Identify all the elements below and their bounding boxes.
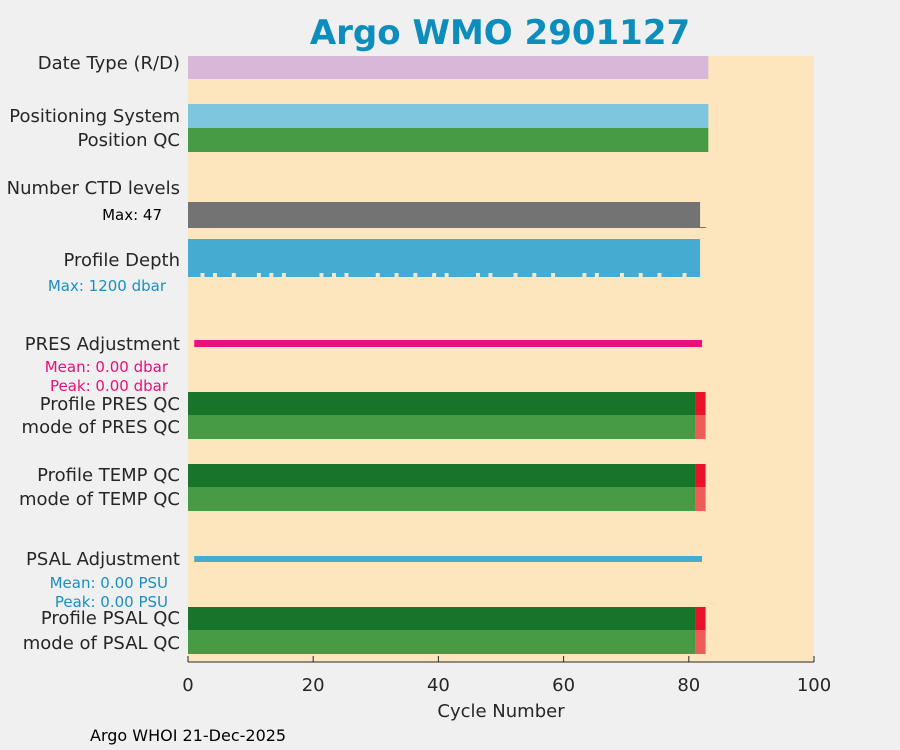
bar-mode-of-temp-qc — [188, 487, 696, 511]
row-label-profile-temp-qc: Profile TEMP QC — [37, 465, 180, 486]
depth-max-annotation: Max: 1200 dbar — [48, 277, 167, 295]
x-axis-label: Cycle Number — [437, 701, 565, 722]
row-label-position-qc: Position QC — [77, 130, 180, 151]
bar-mode-of-psal-qc — [188, 630, 696, 654]
depth-gap-18 — [551, 273, 556, 277]
depth-gap-4 — [269, 273, 274, 277]
depth-gap-11 — [413, 273, 418, 277]
depth-gap-21 — [619, 273, 624, 277]
depth-gap-3 — [256, 273, 261, 277]
depth-gap-1 — [213, 273, 218, 277]
depth-gap-13 — [444, 273, 449, 277]
pres-peak-annotation: Peak: 0.00 dbar — [50, 377, 169, 395]
row-label-pres-adjustment: PRES Adjustment — [25, 334, 180, 355]
x-tick-label: 20 — [302, 675, 325, 696]
footer-credit: Argo WHOI 21-Dec-2025 — [90, 726, 286, 745]
row-label-mode-of-pres-qc: mode of PRES QC — [22, 417, 180, 438]
bar-psal-adjustment — [194, 556, 703, 562]
row-label-profile-psal-qc: Profile PSAL QC — [41, 608, 180, 629]
depth-gap-9 — [375, 273, 380, 277]
ctd-max-annotation: Max: 47 — [102, 206, 162, 224]
psal-peak-annotation: Peak: 0.00 PSU — [55, 593, 168, 611]
depth-gap-17 — [532, 273, 537, 277]
depth-gap-16 — [513, 273, 518, 277]
bar-profile-psal-qc — [188, 607, 696, 630]
bar-profile-temp-qc-bad — [695, 464, 706, 487]
depth-gap-19 — [582, 273, 587, 277]
bar-mode-of-temp-qc-bad — [695, 487, 706, 511]
x-tick-label: 80 — [677, 675, 700, 696]
row-label-date-type-r-d: Date Type (R/D) — [38, 53, 180, 74]
bar-date-type-r-d — [188, 56, 709, 79]
row-label-profile-depth: Profile Depth — [63, 250, 180, 271]
bar-positioning-system — [188, 104, 709, 128]
bar-mode-of-pres-qc — [188, 415, 696, 439]
depth-gap-8 — [344, 273, 349, 277]
depth-gap-12 — [432, 273, 437, 277]
bar-profile-pres-qc — [188, 392, 696, 415]
depth-gap-7 — [331, 273, 336, 277]
depth-gap-15 — [488, 273, 493, 277]
x-tick-label: 0 — [182, 675, 193, 696]
chart-title: Argo WMO 2901127 — [310, 13, 690, 53]
x-tick-label: 60 — [552, 675, 575, 696]
bar-position-qc — [188, 128, 709, 152]
row-label-number-ctd-levels: Number CTD levels — [7, 178, 180, 199]
depth-gap-14 — [475, 273, 480, 277]
x-tick-label: 100 — [797, 675, 831, 696]
bar-profile-pres-qc-bad — [695, 392, 706, 415]
row-label-mode-of-temp-qc: mode of TEMP QC — [19, 489, 180, 510]
bar-profile-psal-qc-bad — [695, 607, 706, 630]
depth-gap-5 — [281, 273, 286, 277]
bar-mode-of-psal-qc-bad — [695, 630, 706, 654]
x-tick-label: 40 — [427, 675, 450, 696]
bar-pres-adjustment — [194, 340, 703, 347]
bar-profile-temp-qc — [188, 464, 696, 487]
depth-gap-22 — [638, 273, 643, 277]
row-label-positioning-system: Positioning System — [9, 106, 180, 127]
bar-mode-of-pres-qc-bad — [695, 415, 706, 439]
pres-mean-annotation: Mean: 0.00 dbar — [45, 358, 169, 376]
depth-gap-10 — [394, 273, 399, 277]
row-label-profile-pres-qc: Profile PRES QC — [40, 394, 180, 415]
depth-gap-0 — [200, 273, 205, 277]
bar-number-ctd-levels — [188, 202, 701, 228]
depth-gap-23 — [657, 273, 662, 277]
row-label-psal-adjustment: PSAL Adjustment — [26, 549, 180, 570]
depth-gap-20 — [594, 273, 599, 277]
psal-mean-annotation: Mean: 0.00 PSU — [50, 574, 168, 592]
depth-gap-6 — [319, 273, 324, 277]
row-label-mode-of-psal-qc: mode of PSAL QC — [23, 633, 180, 654]
bar-profile-depth — [188, 239, 701, 277]
depth-gap-24 — [682, 273, 687, 277]
depth-gap-2 — [231, 273, 236, 277]
